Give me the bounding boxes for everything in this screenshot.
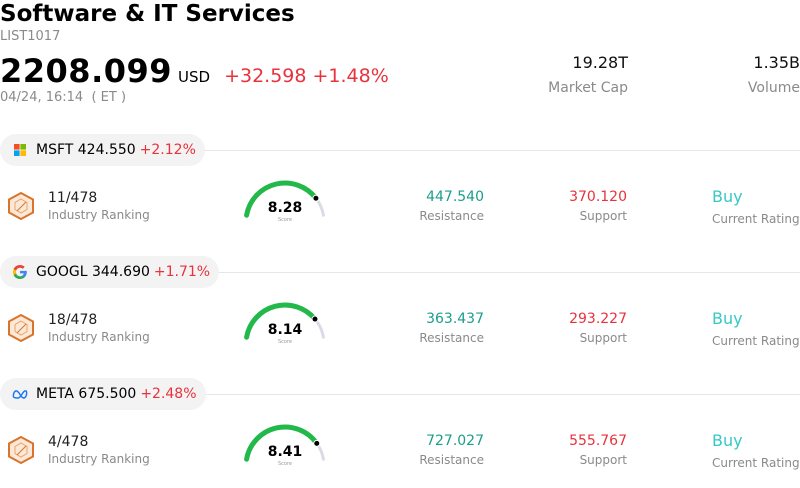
rating-label: Current Rating <box>712 334 800 348</box>
resistance-label: Resistance <box>419 331 484 345</box>
stock-pill-googl[interactable]: GOOGL 344.690 +1.71% <box>0 256 220 288</box>
ranking-badge-icon <box>8 191 34 221</box>
gauge-indicator-dot <box>311 315 319 323</box>
stock-section-msft: MSFT 424.550 +2.12% 11/478 Industry Rank… <box>0 134 800 256</box>
industry-rank-value: 11/478 <box>48 190 98 206</box>
microsoft-logo-icon <box>12 142 28 158</box>
stock-pill-meta[interactable]: META 675.500 +2.48% <box>0 378 206 410</box>
ticker-price: META 675.500 <box>36 386 137 402</box>
support-column: 293.227 Support <box>569 311 627 345</box>
score-label: Score <box>277 217 292 223</box>
industry-rank-label: Industry Ranking <box>48 208 150 222</box>
rating-label: Current Rating <box>712 212 800 226</box>
price-row: 2208.099 USD +32.598 +1.48% <box>0 52 389 90</box>
currency-label: USD <box>178 68 211 86</box>
rating-column: Buy Current Rating <box>712 309 800 348</box>
section-divider <box>0 394 800 395</box>
market-cap-label: Market Cap <box>548 80 628 96</box>
index-code: LIST1017 <box>0 29 61 44</box>
ranking-badge-icon <box>8 435 34 465</box>
resistance-label: Resistance <box>419 453 484 467</box>
stock-pill-msft[interactable]: MSFT 424.550 +2.12% <box>0 134 205 166</box>
resistance-value: 363.437 <box>426 311 484 327</box>
score-value: 8.28 <box>267 200 303 216</box>
stock-section-googl: GOOGL 344.690 +1.71% 18/478 Industry Ran… <box>0 256 800 378</box>
volume-label: Volume <box>747 80 800 96</box>
gauge-fill <box>244 424 320 462</box>
support-column: 370.120 Support <box>569 189 627 223</box>
market-cap-value: 19.28T <box>572 53 628 72</box>
gauge-fill <box>244 180 319 218</box>
resistance-label: Resistance <box>419 209 484 223</box>
industry-rank-value: 4/478 <box>48 434 89 450</box>
resistance-value: 447.540 <box>426 189 484 205</box>
page-title: Software & IT Services <box>0 1 295 27</box>
price-change-percent: +1.48% <box>312 65 389 87</box>
industry-rank-value: 18/478 <box>48 312 98 328</box>
score-gauge <box>244 424 325 462</box>
score-gauge <box>244 302 325 340</box>
rating-column: Buy Current Rating <box>712 431 800 470</box>
resistance-column: 727.027 Resistance <box>419 433 484 467</box>
support-value: 555.767 <box>569 433 627 449</box>
rating-column: Buy Current Rating <box>712 187 800 226</box>
resistance-column: 447.540 Resistance <box>419 189 484 223</box>
support-label: Support <box>579 331 627 345</box>
volume-stat: 1.35B Volume <box>748 53 800 96</box>
gauge-indicator-dot <box>312 194 320 202</box>
price-change: +32.598 <box>224 65 307 87</box>
ticker-change-percent: +2.12% <box>139 142 196 158</box>
rating-value[interactable]: Buy <box>712 309 743 328</box>
ticker-change-percent: +2.48% <box>140 386 197 402</box>
score-label: Score <box>277 339 292 345</box>
score-value: 8.14 <box>267 322 303 338</box>
industry-rank-label: Industry Ranking <box>48 330 150 344</box>
score-label: Score <box>277 461 292 467</box>
gauge-indicator-dot <box>313 439 321 447</box>
google-logo-icon <box>12 264 28 280</box>
meta-logo-icon <box>12 386 28 402</box>
ticker-price: GOOGL 344.690 <box>36 264 150 280</box>
section-divider <box>0 272 800 273</box>
timestamp: 04/24, 16:14 ( ET ) <box>0 90 127 105</box>
index-price: 2208.099 <box>0 52 173 90</box>
support-label: Support <box>579 453 627 467</box>
support-value: 370.120 <box>569 189 627 205</box>
volume-value: 1.35B <box>753 53 800 72</box>
industry-rank-label: Industry Ranking <box>48 452 150 466</box>
resistance-value: 727.027 <box>426 433 484 449</box>
rating-value[interactable]: Buy <box>712 187 743 206</box>
ticker-change-percent: +1.71% <box>153 264 211 280</box>
gauge-fill <box>244 302 318 340</box>
stock-section-meta: META 675.500 +2.48% 4/478 Industry Ranki… <box>0 378 800 488</box>
section-divider <box>0 150 800 151</box>
score-gauge <box>244 180 325 218</box>
support-value: 293.227 <box>569 311 627 327</box>
ticker-price: MSFT 424.550 <box>36 142 136 158</box>
support-label: Support <box>579 209 627 223</box>
rating-value[interactable]: Buy <box>712 431 743 450</box>
rating-label: Current Rating <box>712 456 800 470</box>
market-cap-stat: 19.28T Market Cap <box>548 53 628 96</box>
resistance-column: 363.437 Resistance <box>419 311 484 345</box>
score-value: 8.41 <box>267 444 303 460</box>
support-column: 555.767 Support <box>569 433 627 467</box>
ranking-badge-icon <box>8 313 34 343</box>
